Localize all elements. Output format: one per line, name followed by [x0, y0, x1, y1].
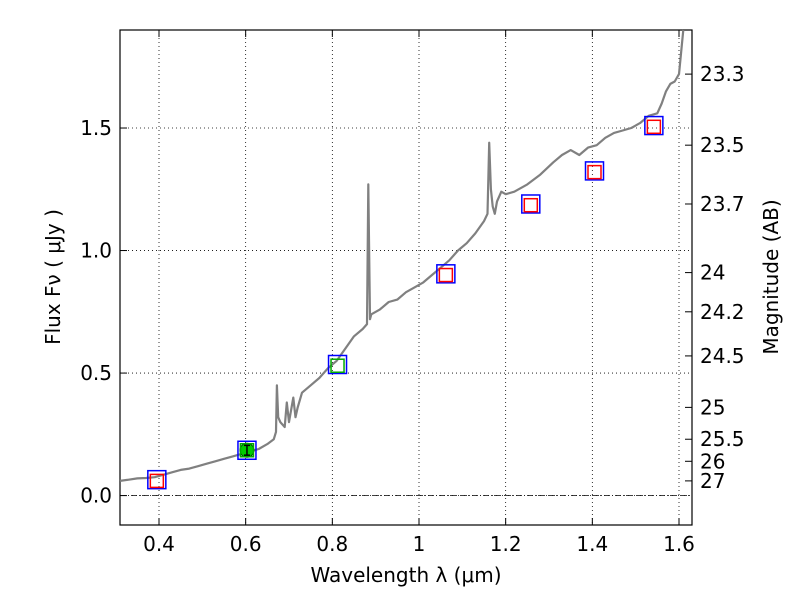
right-tick-label: 25.5 — [700, 427, 745, 451]
y-axis-ticks: 0.0 0.5 1.0 1.5 — [80, 116, 127, 508]
model-box-green — [239, 443, 255, 458]
x-tick-label: 0.6 — [230, 532, 262, 556]
model-box-red — [587, 164, 602, 180]
model-box-green — [330, 358, 345, 373]
right-tick-label: 23.3 — [700, 62, 745, 86]
x-tick-label: 1.2 — [490, 532, 522, 556]
right-tick-label: 24.5 — [700, 344, 745, 368]
photometry-box — [521, 194, 541, 214]
right-tick-label: 23.5 — [700, 133, 745, 157]
y-tick-label: 1.0 — [80, 239, 112, 263]
photometry-box — [237, 440, 257, 461]
photometry-box — [147, 469, 167, 490]
y-tick-label: 0.0 — [80, 484, 112, 508]
model-box-red — [149, 473, 165, 489]
photometry-box — [436, 264, 456, 284]
x-axis-title: Wavelength λ (μm) — [310, 563, 501, 587]
right-tick-label: 25 — [700, 395, 725, 419]
x-axis-ticks: 0.4 0.6 0.8 1 1.2 1.4 1.6 — [143, 30, 695, 556]
x-tick-label: 0.8 — [316, 532, 348, 556]
y-tick-label: 1.5 — [80, 116, 112, 140]
right-tick-label: 24 — [700, 261, 725, 285]
x-tick-label: 1.4 — [576, 532, 608, 556]
x-tick-label: 0.4 — [143, 532, 175, 556]
model-box-red — [523, 197, 539, 213]
photometry-box — [644, 115, 664, 136]
right-tick-label: 27 — [700, 469, 725, 493]
right-axis-title: Magnitude (AB) — [759, 199, 783, 354]
right-tick-label: 23.7 — [700, 192, 745, 216]
x-tick-label: 1 — [413, 532, 426, 556]
y-axis-title: Flux Fν ( μJy ) — [41, 209, 65, 345]
photometry-box — [584, 161, 605, 181]
model-box-red — [646, 119, 662, 135]
plot-frame — [119, 29, 693, 526]
spectrum-line — [119, 29, 685, 482]
right-tick-label: 24.2 — [700, 300, 745, 324]
photometry-box — [327, 354, 348, 375]
right-tick-label: 26 — [700, 449, 725, 473]
x-tick-label: 1.6 — [663, 532, 695, 556]
photometry-points — [147, 115, 664, 490]
spectrum-series — [119, 29, 685, 482]
grid — [120, 30, 692, 525]
model-box-red — [438, 267, 454, 283]
y-tick-label: 0.5 — [80, 361, 112, 385]
